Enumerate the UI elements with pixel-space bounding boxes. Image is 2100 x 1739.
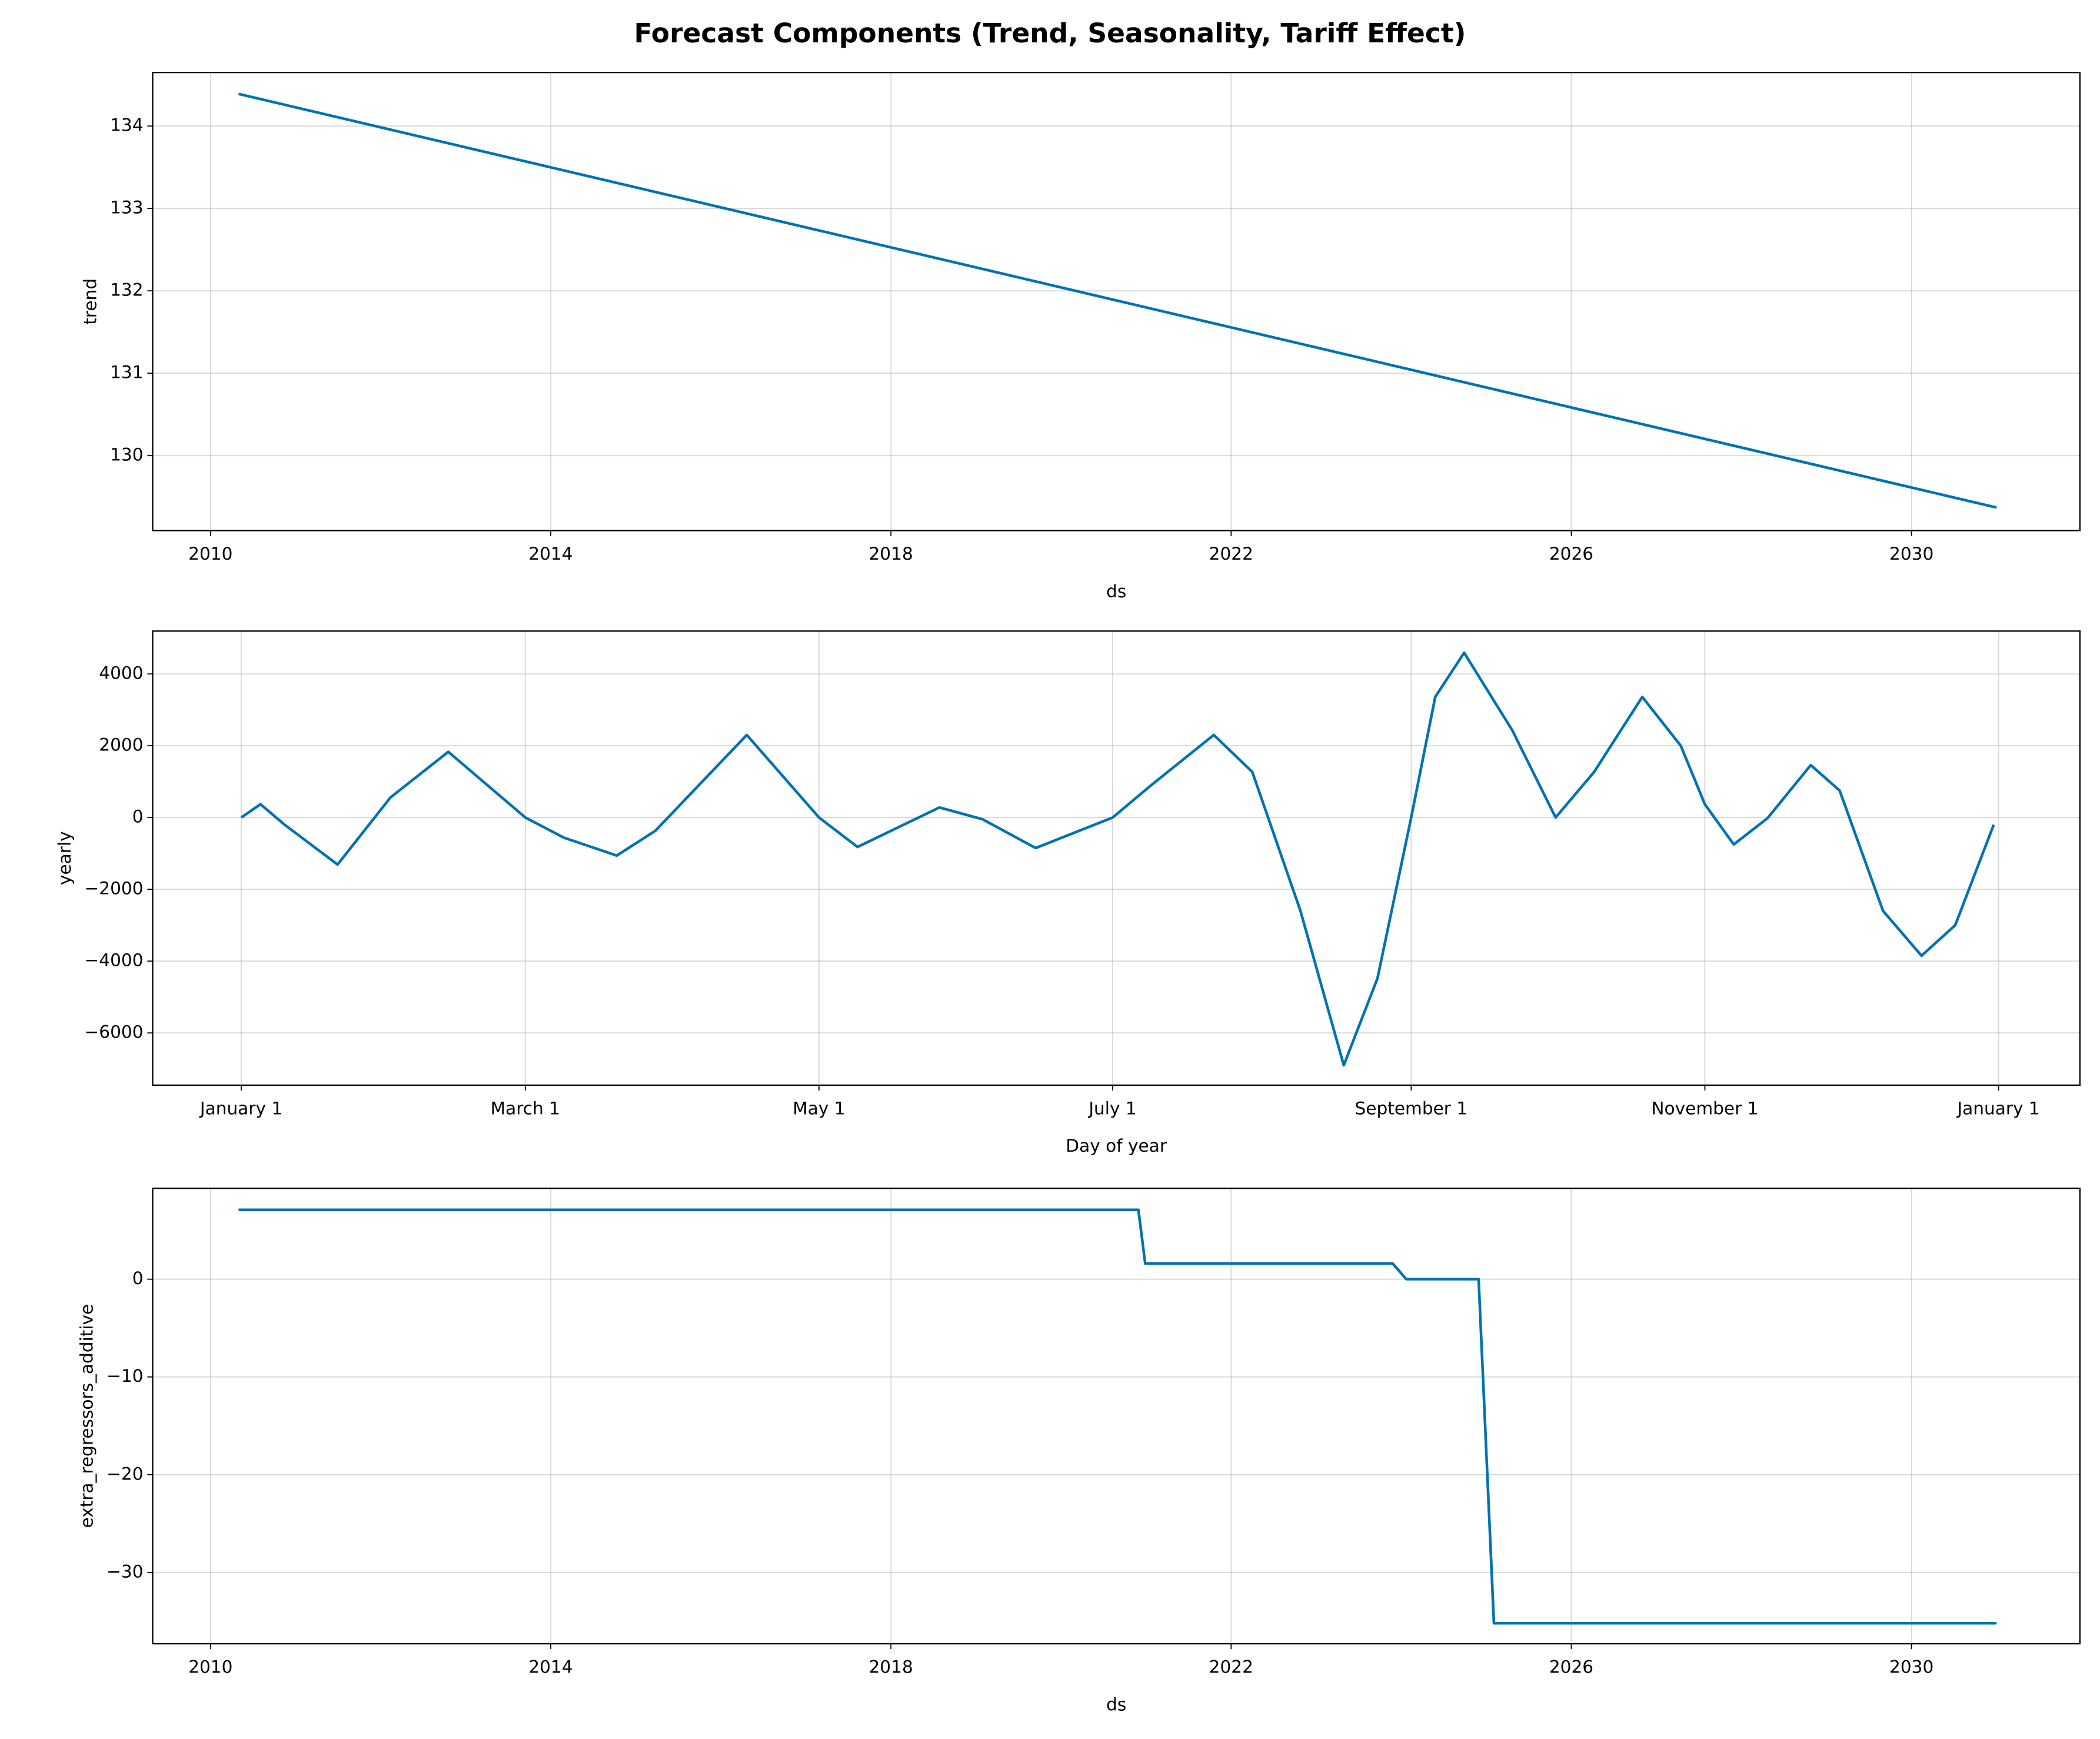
x-tick-label: July 1 bbox=[1087, 1098, 1136, 1118]
x-tick-label: May 1 bbox=[793, 1098, 845, 1118]
x-tick-label: 2022 bbox=[1209, 544, 1253, 564]
x-tick-label: 2026 bbox=[1549, 544, 1593, 564]
y-tick-label: −6000 bbox=[84, 1022, 143, 1042]
figure-title: Forecast Components (Trend, Seasonality,… bbox=[634, 18, 1466, 49]
line bbox=[240, 651, 1995, 1067]
y-axis-label: trend bbox=[81, 278, 101, 325]
y-tick-label: 0 bbox=[132, 1268, 144, 1288]
y-tick-label: 130 bbox=[110, 445, 143, 465]
y-tick-label: 2000 bbox=[99, 735, 143, 755]
y-tick-label: 131 bbox=[110, 363, 143, 383]
x-tick-label: 2030 bbox=[1889, 544, 1933, 564]
x-axis-label: ds bbox=[1106, 581, 1126, 601]
y-tick-label: −4000 bbox=[84, 950, 143, 970]
x-tick-label: January 1 bbox=[1956, 1098, 2039, 1118]
x-tick-label: 2030 bbox=[1889, 1657, 1933, 1677]
x-tick-label: March 1 bbox=[491, 1098, 560, 1118]
y-tick-label: −20 bbox=[107, 1464, 143, 1484]
line bbox=[238, 92, 1997, 509]
x-tick-label: 2014 bbox=[528, 544, 573, 564]
y-tick-label: 133 bbox=[110, 198, 143, 218]
axes-frame bbox=[152, 72, 2081, 531]
x-tick-label: September 1 bbox=[1354, 1098, 1467, 1118]
y-axis-label: extra_regressors_additive bbox=[77, 1304, 97, 1528]
x-tick-label: 2018 bbox=[868, 544, 913, 564]
x-tick-label: 2018 bbox=[868, 1657, 913, 1677]
x-tick-label: November 1 bbox=[1651, 1098, 1758, 1118]
y-tick-label: 134 bbox=[110, 115, 143, 135]
y-tick-label: 132 bbox=[110, 280, 143, 300]
x-tick-label: January 1 bbox=[199, 1098, 282, 1118]
x-tick-label: 2010 bbox=[188, 544, 232, 564]
x-tick-label: 2010 bbox=[188, 1657, 232, 1677]
axes-frame bbox=[152, 630, 2081, 1086]
y-tick-label: −10 bbox=[107, 1366, 143, 1386]
axes-frame bbox=[152, 1188, 2081, 1645]
line bbox=[238, 1208, 1997, 1625]
x-axis-label: Day of year bbox=[1066, 1136, 1167, 1156]
x-tick-label: 2022 bbox=[1209, 1657, 1253, 1677]
y-tick-label: 4000 bbox=[99, 663, 143, 683]
x-tick-label: 2026 bbox=[1549, 1657, 1593, 1677]
y-tick-label: 0 bbox=[132, 807, 144, 827]
x-tick-label: 2014 bbox=[528, 1657, 573, 1677]
y-axis-label: yearly bbox=[55, 831, 75, 885]
x-axis-label: ds bbox=[1106, 1694, 1126, 1714]
y-tick-label: −2000 bbox=[84, 879, 143, 899]
y-tick-label: −30 bbox=[107, 1561, 143, 1581]
